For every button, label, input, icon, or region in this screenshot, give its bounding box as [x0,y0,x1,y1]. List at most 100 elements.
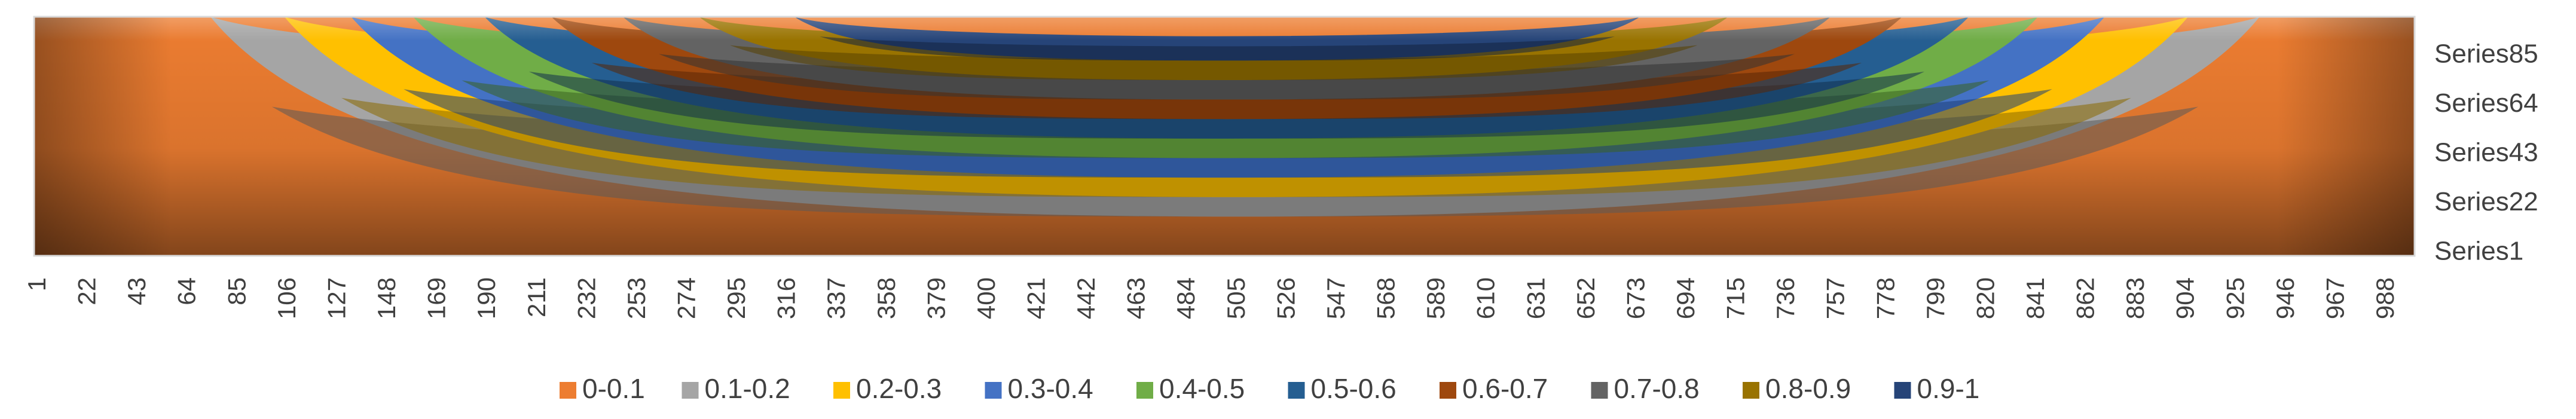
x-tick-group: 904 [2171,277,2199,319]
x-tick-label: 295 [722,277,750,319]
right-wall-shade [2277,17,2415,256]
x-tick-group: 715 [1722,277,1750,319]
x-tick-group: 379 [922,277,950,319]
x-tick-group: 253 [622,277,650,319]
x-tick-group: 295 [722,277,750,319]
legend-item: 0.1-0.2 [682,373,790,404]
x-tick-label: 799 [1921,277,1949,319]
x-tick-group: 988 [2371,277,2399,319]
x-tick-label: 442 [1072,277,1100,319]
x-tick-group: 799 [1921,277,1949,319]
left-wall-shade [34,17,172,256]
legend-swatch [985,382,1002,399]
surface-highlight [34,17,2415,41]
x-tick-group: 22 [73,277,101,305]
x-tick-group: 43 [123,277,151,305]
x-tick-label: 85 [222,277,250,305]
x-tick-group: 274 [673,277,701,319]
legend-item: 0.4-0.5 [1136,373,1245,404]
x-tick-label: 148 [372,277,401,319]
legend-swatch [1440,382,1456,399]
x-tick-label: 673 [1621,277,1649,319]
x-tick-group: 64 [173,277,201,305]
x-tick-label: 757 [1822,277,1850,319]
legend-item: 0.3-0.4 [985,373,1093,404]
x-tick-label: 715 [1722,277,1750,319]
legend-item: 0.7-0.8 [1591,373,1700,404]
x-tick-group: 568 [1372,277,1400,319]
plot-area [33,16,2416,257]
x-tick-label: 631 [1521,277,1550,319]
legend-item: 0.6-0.7 [1440,373,1548,404]
legend-swatch [682,382,699,399]
y-tick-label: Series85 [2434,39,2538,69]
legend-item: 0-0.1 [560,373,645,404]
x-tick-group: 1 [23,277,51,291]
x-tick-label: 841 [2021,277,2049,319]
legend-label: 0.6-0.7 [1462,373,1548,404]
x-tick-label: 694 [1672,277,1700,319]
y-tick-label: Series22 [2434,187,2538,216]
x-tick-label: 106 [273,277,301,319]
x-tick-label: 652 [1572,277,1600,319]
x-tick-group: 547 [1322,277,1350,319]
x-tick-group: 442 [1072,277,1100,319]
x-tick-group: 316 [772,277,800,319]
x-tick-label: 862 [2071,277,2100,319]
x-tick-group: 127 [323,277,351,319]
legend-label: 0.7-0.8 [1614,373,1700,404]
plot-border [33,16,2416,257]
legend-swatch [1591,382,1608,399]
x-tick-group: 862 [2071,277,2100,319]
x-tick-label: 358 [872,277,900,319]
x-tick-group: 589 [1422,277,1450,319]
x-tick-label: 421 [1022,277,1050,319]
legend-label: 0.2-0.3 [856,373,942,404]
x-tick-label: 526 [1272,277,1300,319]
x-tick-label: 610 [1472,277,1500,319]
legend: 0-0.1 0.1-0.2 0.2-0.3 0.3-0.4 0.4-0.5 0.5-0.6… [560,373,1979,404]
legend-item: 0.2-0.3 [833,373,942,404]
y-tick-label: Series64 [2434,88,2538,118]
legend-label: 0.1-0.2 [705,373,790,404]
legend-swatch [560,382,576,399]
legend-item: 0.8-0.9 [1743,373,1851,404]
x-tick-label: 568 [1372,277,1400,319]
legend-swatch [833,382,850,399]
legend-swatch [1743,382,1759,399]
x-tick-group: 946 [2271,277,2299,319]
x-tick-label: 211 [522,277,551,317]
x-tick-group: 841 [2021,277,2049,319]
x-tick-group: 211 [522,277,551,317]
x-tick-label: 337 [822,277,850,319]
x-tick-label: 190 [472,277,500,319]
x-axis: 1 22 43 64 85 106 127 148 169 190 211 232 253 274 295 3… [23,277,2399,319]
x-tick-label: 64 [173,277,201,305]
x-tick-group: 358 [872,277,900,319]
x-tick-label: 22 [73,277,101,305]
x-tick-label: 379 [922,277,950,319]
x-tick-label: 232 [572,277,600,319]
x-tick-label: 400 [972,277,1000,319]
x-tick-group: 400 [972,277,1000,319]
x-tick-group: 526 [1272,277,1300,319]
x-tick-label: 883 [2121,277,2149,319]
x-tick-group: 883 [2121,277,2149,319]
x-tick-label: 820 [1971,277,1999,319]
x-tick-group: 85 [222,277,250,305]
x-tick-group: 757 [1822,277,1850,319]
x-tick-label: 736 [1771,277,1799,319]
x-tick-group: 190 [472,277,500,319]
x-tick-group: 673 [1621,277,1649,319]
legend-item: 0.9-1 [1894,373,1979,404]
x-tick-group: 484 [1172,277,1200,319]
x-tick-label: 967 [2321,277,2349,319]
x-tick-group: 694 [1672,277,1700,319]
legend-swatch [1288,382,1305,399]
legend-label: 0.5-0.6 [1311,373,1397,404]
x-tick-group: 967 [2321,277,2349,319]
x-tick-group: 169 [423,277,451,319]
x-tick-label: 127 [323,277,351,319]
x-tick-group: 925 [2221,277,2249,319]
legend-label: 0-0.1 [582,373,645,404]
